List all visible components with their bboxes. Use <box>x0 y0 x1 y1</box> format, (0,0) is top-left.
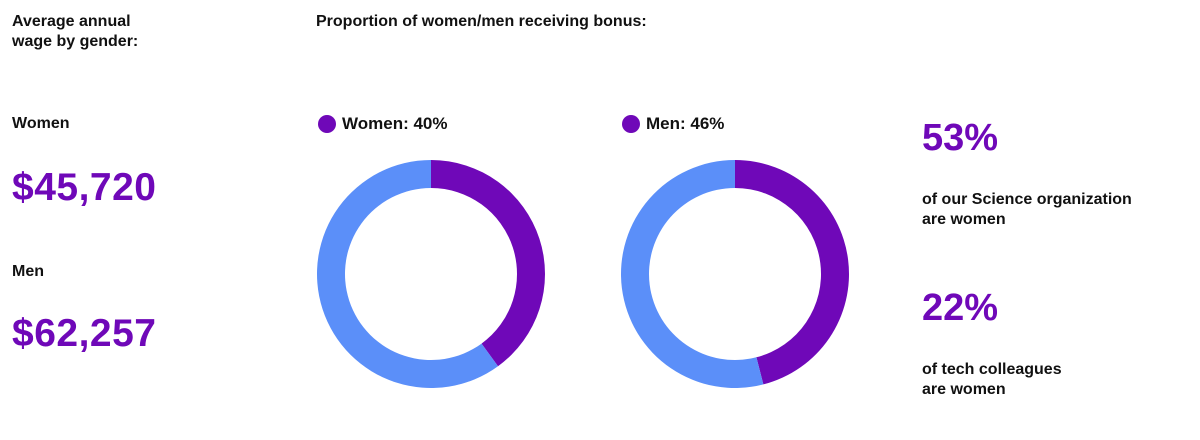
women-wage-value: $45,720 <box>12 166 157 209</box>
wage-title: Average annual wage by gender: <box>12 12 212 52</box>
tech-women-stat-line1: of tech colleagues <box>922 361 1062 378</box>
women-wage-label: Women <box>12 115 70 132</box>
donut-slice-remainder <box>621 160 764 388</box>
tech-women-stat-line2: are women <box>922 381 1006 398</box>
donut-slice-bonus <box>431 160 545 367</box>
legend-men: Men: 46% <box>622 114 724 134</box>
men-wage-value: $62,257 <box>12 312 157 355</box>
wage-title-line2: wage by gender: <box>12 33 139 50</box>
tech-women-stat-value: 22% <box>922 287 999 329</box>
science-women-stat-value: 53% <box>922 117 999 159</box>
science-women-stat-line2: are women <box>922 211 1006 228</box>
science-women-stat-text: of our Science organization are women <box>922 190 1192 230</box>
donut-slice-bonus <box>735 160 849 385</box>
donut-chart-men <box>621 160 849 388</box>
bonus-title: Proportion of women/men receiving bonus: <box>316 13 647 30</box>
legend-dot-men <box>622 115 640 133</box>
legend-men-label: Men: 46% <box>646 114 725 133</box>
legend-women: Women: 40% <box>318 114 448 134</box>
legend-dot-women <box>318 115 336 133</box>
donut-chart-women <box>317 160 545 388</box>
tech-women-stat-text: of tech colleagues are women <box>922 360 1192 400</box>
wage-title-line1: Average annual <box>12 13 131 30</box>
men-wage-label: Men <box>12 263 44 280</box>
donut-slice-remainder <box>317 160 499 388</box>
legend-women-label: Women: 40% <box>342 114 448 133</box>
science-women-stat-line1: of our Science organization <box>922 191 1132 208</box>
